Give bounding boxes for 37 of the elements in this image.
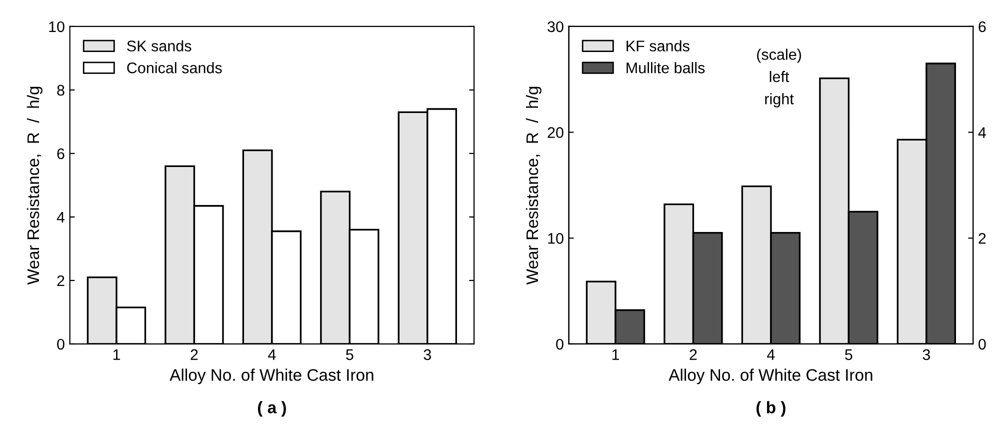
x-axis-title: Alloy No. of White Cast Iron bbox=[170, 368, 374, 384]
y-tick-label: 0 bbox=[57, 338, 64, 350]
x-tick-label: 4 bbox=[767, 349, 775, 360]
y2-tick-label: 6 bbox=[978, 21, 986, 32]
y-axis-title: Wear Resistance, R / h/g bbox=[526, 86, 542, 285]
annotation: (scale) bbox=[757, 48, 802, 63]
x-tick-label: 5 bbox=[845, 349, 852, 360]
legend-label: SK sands bbox=[127, 40, 192, 52]
y2-tick-label: 0 bbox=[978, 338, 986, 350]
text: ( b ) bbox=[756, 401, 786, 417]
y-tick-label: 4 bbox=[56, 212, 65, 223]
x-tick-label: 3 bbox=[424, 349, 431, 360]
y-tick-label: 30 bbox=[548, 21, 564, 32]
legend-label: Mullite balls bbox=[626, 62, 705, 74]
y-tick-label: 20 bbox=[548, 127, 564, 138]
annotation: left bbox=[770, 70, 790, 82]
legend-label: KF sands bbox=[626, 40, 690, 52]
x-tick-label: 4 bbox=[268, 349, 276, 360]
y-tick-label: 6 bbox=[57, 148, 64, 160]
text: ( a ) bbox=[258, 401, 286, 417]
y-tick-label: 0 bbox=[556, 338, 564, 350]
y2-tick-label: 2 bbox=[978, 233, 986, 244]
x-tick-label: 2 bbox=[190, 349, 198, 360]
legend-label: Conical sands bbox=[127, 62, 222, 74]
x-tick-label: 5 bbox=[346, 349, 354, 360]
x-axis-title: Alloy No. of White Cast Iron bbox=[668, 368, 872, 384]
y-axis-title: Wear Resistance, R / h/g bbox=[26, 86, 42, 285]
x-tick-label: 1 bbox=[113, 349, 120, 360]
x-tick-label: 3 bbox=[922, 349, 930, 360]
y-tick-label: 8 bbox=[57, 84, 64, 96]
y2-tick-label: 4 bbox=[978, 127, 986, 138]
y-tick-label: 10 bbox=[49, 21, 64, 32]
x-tick-label: 2 bbox=[690, 349, 697, 360]
y-tick-label: 2 bbox=[57, 275, 64, 286]
x-tick-label: 1 bbox=[612, 349, 619, 360]
annotation: right bbox=[765, 93, 794, 108]
y-tick-label: 10 bbox=[548, 233, 564, 244]
